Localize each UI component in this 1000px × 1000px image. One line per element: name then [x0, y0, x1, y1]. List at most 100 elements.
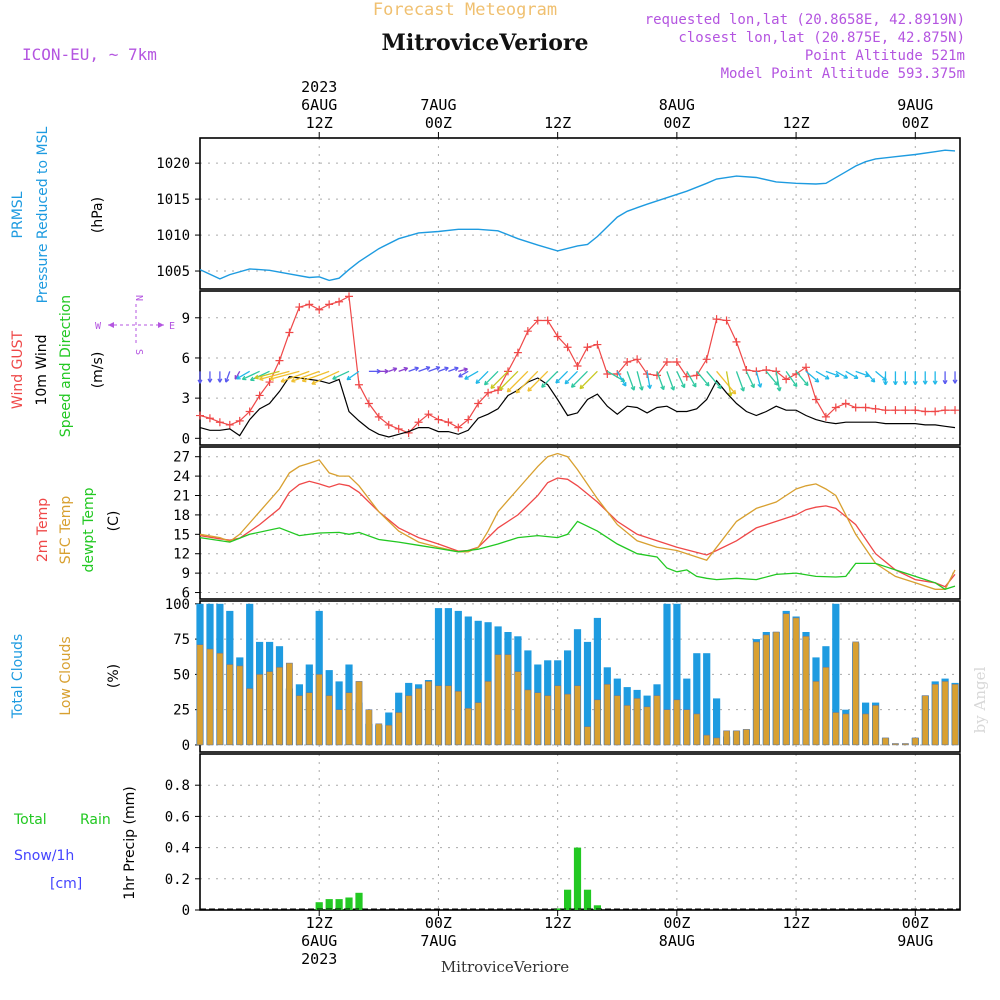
precip-ytick-label: 0.2 [165, 872, 190, 888]
gust-marker [464, 415, 473, 424]
wind-arrow [735, 371, 745, 392]
wind-arrow [541, 370, 559, 388]
rain-bar [315, 902, 323, 910]
clouds-ytick-label: 100 [165, 597, 190, 613]
wind-arrow-head [740, 387, 745, 392]
wind-arrow-head [660, 385, 665, 391]
wind-arrow-head [332, 375, 337, 380]
wind-arrow-head [555, 378, 560, 384]
gust-marker [444, 418, 453, 427]
low-cloud-bar [921, 695, 929, 746]
wind-label-10m: 10m Wind [34, 334, 50, 405]
gust-marker [782, 375, 791, 384]
wind-arrow [716, 370, 737, 395]
wind-arrow-head [883, 381, 888, 386]
wind-arrow-head [475, 379, 481, 384]
low-cloud-bar [425, 681, 432, 746]
wind-arrow [825, 370, 840, 377]
low-cloud-bar [564, 693, 571, 746]
wind-arrow-head [638, 386, 644, 391]
low-cloud-bar [822, 666, 830, 746]
gust-marker [831, 403, 840, 412]
pressure-unit: (hPa) [90, 197, 106, 233]
gust-marker [603, 370, 612, 379]
low-cloud-bar [544, 695, 552, 746]
wind-arrow [448, 367, 459, 372]
wind-arrow [706, 370, 722, 390]
gust-marker [762, 366, 771, 375]
gust-marker [633, 355, 642, 364]
wind-arrow [506, 370, 529, 393]
low-cloud-bar [504, 654, 512, 746]
bottom-time-label: 00Z [902, 914, 929, 932]
gust-marker [802, 363, 811, 372]
gust-marker [295, 303, 304, 312]
temp-unit: (C) [106, 511, 122, 532]
low-cloud-bar [633, 698, 641, 746]
gust-marker [325, 300, 334, 309]
cloud-unit: (%) [106, 664, 122, 688]
top-time-label: 7AUG [420, 96, 456, 114]
wind-arrow [745, 371, 755, 388]
wind-arrow-head [630, 386, 636, 391]
low-cloud-bar [593, 699, 601, 746]
gust-marker [712, 315, 721, 324]
gust-marker [205, 414, 214, 423]
wind-arrow [398, 367, 408, 372]
low-cloud-bar [464, 707, 472, 746]
low-cloud-bar [285, 662, 293, 746]
credit-watermark: by Angel [971, 666, 989, 733]
temperature-ytick-label: 21 [173, 489, 190, 505]
gust-marker [623, 357, 632, 366]
wind-arrow [785, 370, 798, 387]
wind-arrow-head [892, 381, 898, 386]
clouds-panel: 0 25 50 75 100 [165, 597, 961, 754]
wind-arrow [805, 370, 820, 383]
wind-arrow [418, 366, 431, 372]
wind-arrow [302, 370, 330, 382]
gust-marker [474, 399, 483, 408]
gust-marker [275, 356, 284, 365]
wind-ytick-label: 9 [182, 311, 190, 327]
wind-arrow-head [834, 372, 840, 378]
compass-w: W [95, 321, 102, 332]
temperature-ytick-label: 9 [182, 566, 190, 582]
gust-marker [951, 406, 960, 415]
low-cloud-bar [454, 690, 462, 746]
gust-marker [394, 424, 403, 433]
cloud-label-low: Low Clouds [58, 636, 74, 715]
low-cloud-bar [613, 695, 621, 746]
low-cloud-bar [444, 685, 452, 746]
low-cloud-bar [673, 699, 681, 746]
total-cloud-bar [464, 616, 472, 745]
wind-arrow-head [792, 382, 798, 388]
wind-arrow-head [870, 378, 876, 383]
wind-arrow-head [254, 374, 259, 380]
low-cloud-bar [623, 705, 631, 746]
wind-arrow-head [824, 375, 830, 380]
wind-arrow-head [454, 366, 459, 372]
wind-arrow [458, 368, 468, 372]
model-label: ICON-EU, ~ 7km [22, 45, 157, 64]
low-cloud-bar [891, 743, 899, 746]
low-cloud-bar [295, 695, 303, 746]
wind-arrow-head [249, 376, 255, 382]
gust-marker [414, 418, 423, 427]
wind-arrow-head [464, 375, 469, 380]
rain-bar [564, 889, 572, 910]
wind-arrow [484, 370, 499, 386]
low-cloud-bar [474, 702, 482, 746]
wind-arrow-head [498, 385, 504, 391]
wind-arrow-head [622, 382, 627, 387]
low-cloud-bar [246, 688, 254, 746]
wind-label-speed-dir: Speed and Direction [58, 295, 74, 437]
gust-marker [821, 412, 830, 421]
dewpt-line [199, 520, 956, 591]
gust-marker [484, 388, 493, 397]
wind-arrow [579, 370, 598, 390]
gust-marker [345, 292, 354, 301]
clouds-ytick-label: 75 [173, 632, 190, 648]
precip-ytick-label: 0.6 [165, 809, 190, 825]
gust-marker [871, 404, 880, 413]
